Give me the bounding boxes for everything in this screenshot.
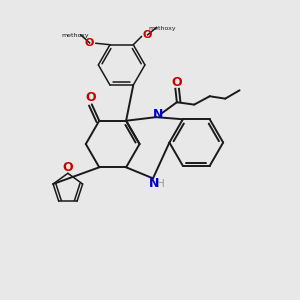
- Text: methoxy: methoxy: [148, 26, 176, 31]
- Text: O: O: [85, 91, 96, 104]
- Text: N: N: [149, 177, 160, 190]
- Text: methoxy: methoxy: [61, 33, 89, 38]
- Text: O: O: [143, 30, 152, 40]
- Text: O: O: [172, 76, 182, 89]
- Text: N: N: [153, 108, 163, 121]
- Text: O: O: [85, 38, 94, 48]
- Text: O: O: [63, 161, 73, 174]
- Text: H: H: [158, 179, 165, 189]
